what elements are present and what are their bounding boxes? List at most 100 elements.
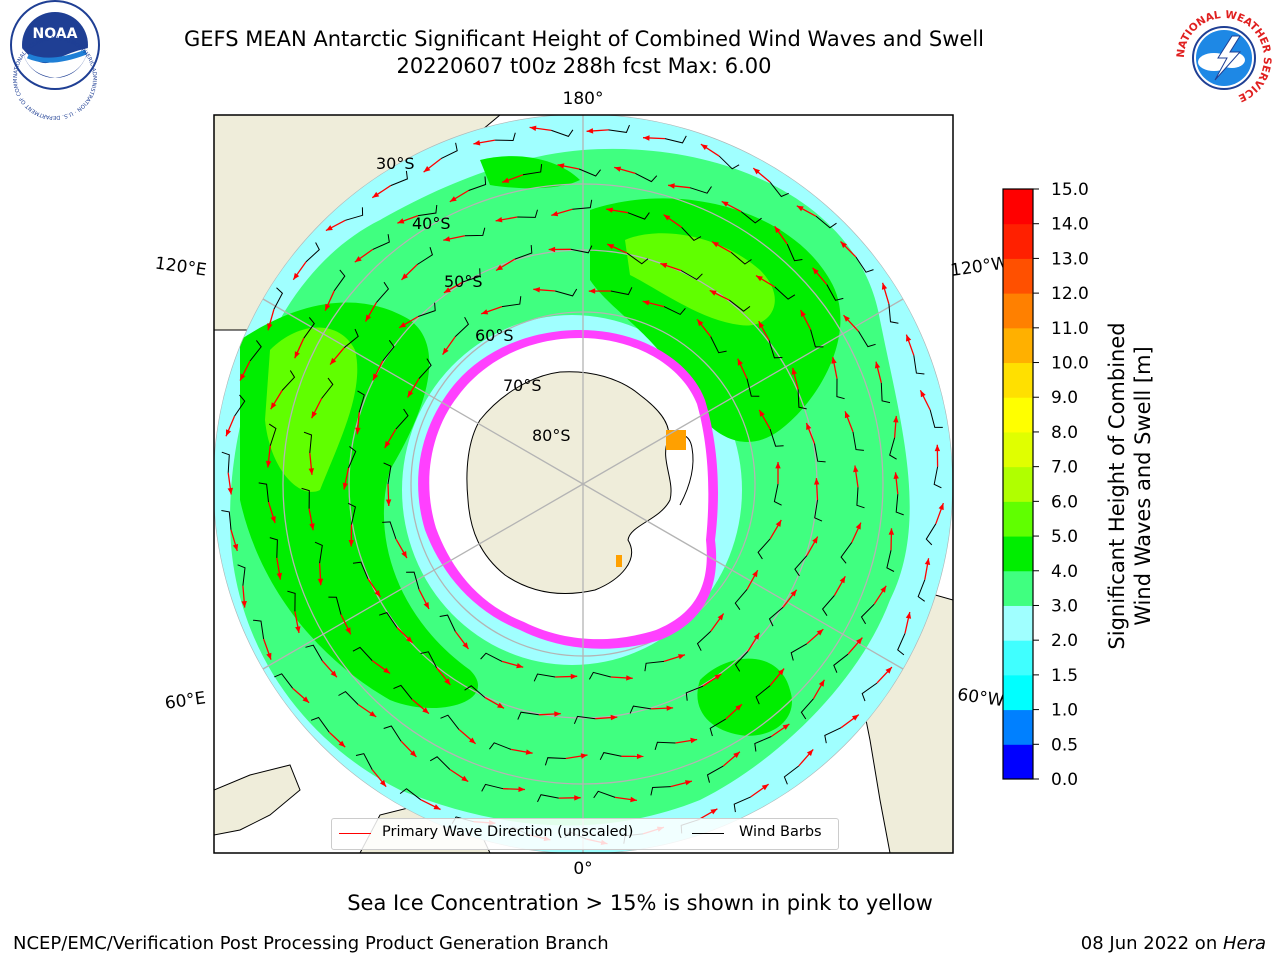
wave-arrow-head: [330, 357, 337, 365]
wind-barb: [800, 698, 814, 720]
footer-date: 08 Jun 2022 on Hera: [1081, 933, 1266, 954]
wind-barb: [608, 124, 630, 133]
wind-barb: [681, 226, 702, 242]
wave-arrow-head: [397, 218, 405, 224]
wave-arrow-head: [410, 750, 417, 757]
wave-arrow-head: [401, 551, 407, 558]
wave-arrow-head: [461, 775, 469, 782]
colorbar-segment: [1003, 258, 1033, 294]
wind-barb: [929, 409, 943, 428]
colorbar-segment: [1003, 536, 1033, 572]
wind-barb: [769, 428, 784, 447]
wind-barb: [379, 612, 398, 628]
wave-arrow-head: [607, 244, 615, 250]
wind-barb: [786, 244, 803, 262]
wind-barb: [464, 227, 486, 237]
colorbar-tick-label: 13.0: [1051, 249, 1089, 269]
wind-barb: [886, 550, 895, 572]
colorbar-tick-label: 1.0: [1051, 701, 1078, 721]
wind-barb: [814, 499, 823, 522]
wave-arrow-head: [814, 478, 820, 485]
wind-barb: [858, 331, 876, 348]
colorbar-tick-label: 9.0: [1051, 388, 1078, 408]
legend-swatch-wind-barbs: [692, 833, 724, 834]
footer-host: Hera: [1222, 933, 1266, 954]
wave-arrow-head: [383, 667, 391, 674]
wave-arrow-head: [752, 570, 758, 578]
wave-arrow-head: [399, 322, 407, 328]
wave-arrow-head: [642, 300, 650, 306]
wave-arrow-head: [317, 578, 324, 586]
lat-label-30s: 30°S: [376, 154, 415, 173]
wind-barb: [572, 199, 593, 210]
wind-barb: [533, 673, 556, 682]
lat-label-50s: 50°S: [444, 272, 483, 291]
wind-barb: [234, 394, 246, 417]
wind-barb: [418, 358, 432, 379]
wind-barb: [810, 329, 824, 348]
wind-barb: [303, 431, 313, 453]
wind-barb: [836, 378, 845, 400]
wind-barb: [897, 633, 906, 656]
wave-direction-arrows: [221, 124, 945, 845]
wave-arrow-head: [759, 409, 765, 417]
wind-barb: [768, 606, 784, 627]
colorbar-segment: [1003, 501, 1033, 537]
wind-barb: [464, 685, 486, 698]
wave-arrow-head: [668, 183, 675, 189]
colorbar-tick-label: 14.0: [1051, 215, 1089, 235]
wave-arrow-head: [660, 262, 668, 269]
wind-barb: [333, 269, 346, 291]
wave-arrow-head: [294, 351, 300, 359]
lon-label-60w: 60°W: [956, 685, 1005, 711]
wind-barb: [321, 377, 334, 399]
wave-arrow-head: [812, 536, 818, 544]
wave-arrow-head: [777, 668, 785, 676]
wave-arrow-head: [775, 520, 782, 527]
wave-arrow-head: [893, 415, 899, 423]
wave-arrow-head: [852, 714, 859, 721]
wind-barb: [593, 790, 616, 799]
wave-arrow-head: [806, 423, 812, 430]
wave-arrow-head: [241, 601, 247, 608]
colorbar-segment: [1003, 431, 1033, 468]
wind-barb: [769, 181, 789, 198]
antarctica: [418, 330, 718, 649]
colorbar-segment: [1003, 362, 1033, 398]
wave-arrow-head: [588, 288, 596, 294]
wind-barb: [925, 523, 937, 546]
wave-arrow-head: [714, 674, 722, 680]
wave-arrow-head: [502, 177, 510, 183]
wind-barb: [718, 155, 740, 170]
wind-barb: [481, 783, 504, 792]
wave-arrow-head: [330, 670, 337, 678]
wind-barb: [773, 483, 782, 506]
wave-arrow-head: [678, 654, 685, 660]
wave-arrow-head: [614, 166, 622, 172]
footer-credit: NCEP/EMC/Verification Post Processing Pr…: [13, 933, 609, 954]
wave-arrow-head: [423, 166, 431, 173]
wind-barb: [815, 215, 837, 229]
noaa-logo-text: NOAA: [33, 26, 78, 42]
wind-barb: [418, 302, 436, 317]
wave-arrow-head: [636, 753, 644, 760]
wind-barb: [501, 296, 522, 308]
wave-arrow-head: [580, 753, 588, 759]
wave-arrow-head: [325, 303, 331, 311]
wave-arrow-head: [265, 460, 272, 468]
wave-arrow-head: [548, 246, 556, 253]
wave-arrow-head: [495, 217, 503, 223]
colorbar-label-line2: Wind Waves and Swell [m]: [1131, 346, 1155, 626]
wind-barb: [221, 510, 232, 530]
wind-barb: [861, 682, 878, 702]
wave-arrow-head: [574, 795, 581, 801]
wave-arrow-head: [697, 319, 704, 327]
wind-barb: [551, 129, 574, 137]
wave-arrow-head: [626, 675, 633, 681]
wind-barb: [522, 164, 543, 176]
wave-arrow-head: [308, 468, 314, 475]
wind-barb: [347, 502, 356, 525]
wind-barb: [439, 614, 456, 632]
wave-arrow-head: [735, 704, 742, 711]
map-legend: Primary Wave Direction (unscaled) Wind B…: [331, 818, 839, 850]
